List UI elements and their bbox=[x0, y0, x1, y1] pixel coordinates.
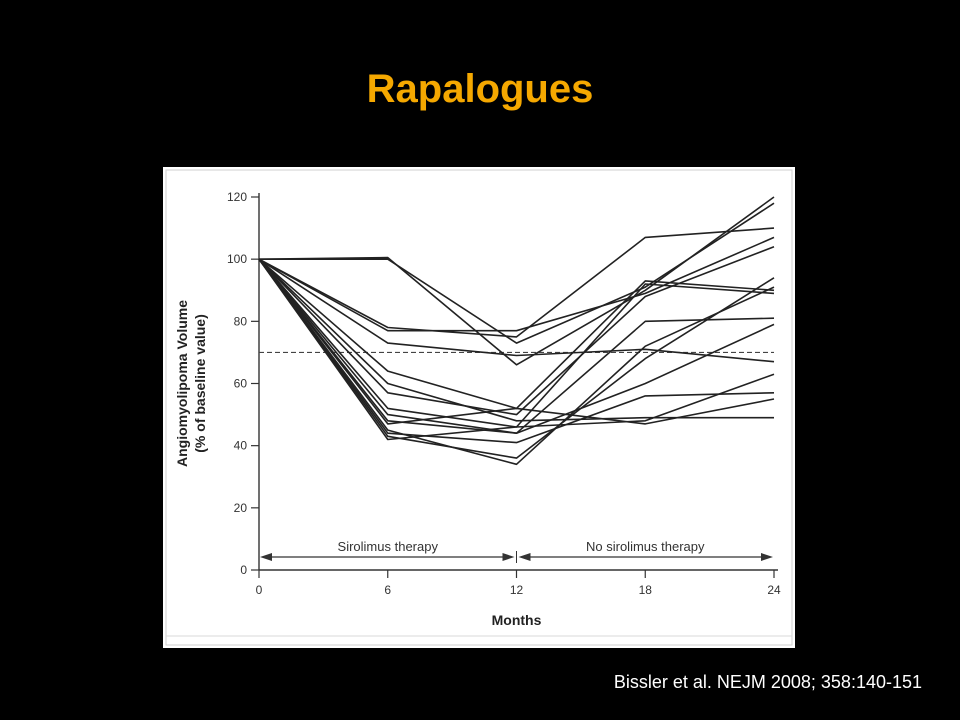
y-axis-title: Angiomyolipoma Volume bbox=[174, 300, 190, 467]
patient-series-line-5 bbox=[258, 258, 775, 363]
phase-label: No sirolimus therapy bbox=[586, 539, 705, 554]
y-tick-label: 40 bbox=[234, 439, 248, 453]
phase-arrowhead-left bbox=[518, 553, 531, 561]
x-axis-title: Months bbox=[492, 612, 542, 628]
y-tick-label: 100 bbox=[227, 252, 247, 266]
x-tick-label: 6 bbox=[384, 583, 391, 597]
citation: Bissler et al. NEJM 2008; 358:140-151 bbox=[613, 672, 922, 692]
y-tick-label: 80 bbox=[234, 314, 248, 328]
y-tick-label: 20 bbox=[234, 501, 248, 515]
patient-series-line-2 bbox=[259, 202, 775, 344]
phase-arrowhead-right bbox=[502, 553, 515, 561]
patient-series-line-13 bbox=[258, 258, 775, 466]
phase-label: Sirolimus therapy bbox=[338, 539, 439, 554]
x-tick-label: 12 bbox=[510, 583, 524, 597]
patient-series-line-10 bbox=[258, 258, 775, 435]
series-layer bbox=[258, 196, 775, 466]
figure-panel: 0 20 40 60 80 100 120 0 6 12 18 24 Sirolimus therap… bbox=[163, 167, 795, 648]
axis-labels: Months Angiomyolipoma Volume (% of baselin… bbox=[174, 300, 542, 628]
y-axis-subtitle: (% of baseline value) bbox=[192, 314, 208, 452]
patient-series-line-12 bbox=[258, 258, 775, 459]
x-tick-label: 24 bbox=[767, 583, 781, 597]
y-tick-label: 0 bbox=[240, 563, 247, 577]
x-tick-label: 0 bbox=[256, 583, 263, 597]
patient-series-line-3 bbox=[258, 227, 775, 338]
x-tick-label: 18 bbox=[639, 583, 653, 597]
angiomyolipoma-volume-chart: 0 20 40 60 80 100 120 0 6 12 18 24 Sirolimus therap… bbox=[165, 169, 793, 646]
phase-arrowhead-left bbox=[260, 553, 272, 561]
patient-series-line-4 bbox=[258, 236, 775, 332]
y-tick-label: 60 bbox=[234, 377, 248, 391]
patient-series-line-15 bbox=[258, 258, 775, 425]
patient-series-line-16 bbox=[258, 258, 774, 422]
slide-title: Rapalogues bbox=[366, 67, 594, 111]
axes: 0 20 40 60 80 100 120 0 6 12 18 24 bbox=[227, 190, 781, 597]
y-tick-label: 120 bbox=[227, 190, 247, 204]
patient-series-line-14 bbox=[258, 258, 775, 441]
phase-annotations: Sirolimus therapy No sirolimus therapy bbox=[260, 539, 773, 563]
patient-series-line-11 bbox=[258, 258, 775, 444]
phase-arrowhead-right bbox=[761, 553, 773, 561]
patient-series-line-7 bbox=[258, 245, 775, 416]
